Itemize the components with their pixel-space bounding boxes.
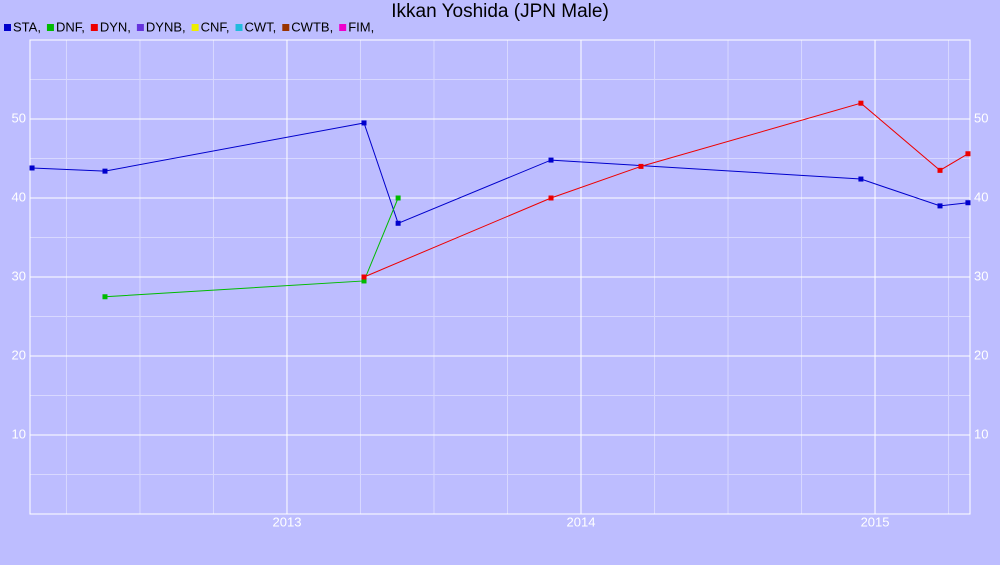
x-tick-label: 2013 <box>273 514 302 529</box>
x-tick-label: 2014 <box>567 514 596 529</box>
y2-tick-label: 50 <box>974 110 988 125</box>
point <box>395 220 401 226</box>
y-tick-label: 50 <box>12 110 26 125</box>
point <box>361 278 367 284</box>
point <box>548 157 554 163</box>
point <box>29 165 35 171</box>
x-tick-label: 2015 <box>861 514 890 529</box>
point <box>858 176 864 182</box>
y2-tick-label: 40 <box>974 189 988 204</box>
legend-swatch <box>282 24 290 31</box>
legend-label: DNF, <box>56 19 85 34</box>
legend-label: CWTB, <box>291 19 333 34</box>
point <box>858 100 864 106</box>
legend-swatch <box>90 24 98 31</box>
legend-label: CWT, <box>245 19 277 34</box>
y-tick-label: 30 <box>12 268 26 283</box>
legend-label: FIM, <box>348 19 374 34</box>
y-tick-label: 40 <box>12 189 26 204</box>
y-tick-label: 20 <box>12 347 26 362</box>
legend-swatch <box>46 24 54 31</box>
point <box>361 274 367 280</box>
legend-label: STA, <box>13 19 41 34</box>
y2-tick-label: 30 <box>974 268 988 283</box>
point <box>937 167 943 173</box>
point <box>638 163 644 169</box>
legend-swatch <box>339 24 347 31</box>
point <box>361 120 367 126</box>
y2-tick-label: 10 <box>974 426 988 441</box>
y-tick-label: 10 <box>12 426 26 441</box>
legend-label: CNF, <box>201 19 230 34</box>
chart-title: Ikkan Yoshida (JPN Male) <box>391 1 609 22</box>
point <box>102 168 108 174</box>
point <box>395 195 401 201</box>
y2-tick-label: 20 <box>974 347 988 362</box>
series-line <box>363 102 969 278</box>
plot-border <box>29 39 971 515</box>
legend-swatch <box>136 24 144 31</box>
point <box>548 195 554 201</box>
legend-label: DYN, <box>100 19 131 34</box>
point <box>965 200 971 206</box>
legend-swatch <box>235 24 243 31</box>
point <box>965 151 971 157</box>
legend-label: DYNB, <box>146 19 186 34</box>
point <box>102 294 108 300</box>
series-line <box>32 122 968 224</box>
legend-swatch <box>4 24 11 31</box>
legend-swatch <box>191 24 199 31</box>
point <box>937 203 943 209</box>
